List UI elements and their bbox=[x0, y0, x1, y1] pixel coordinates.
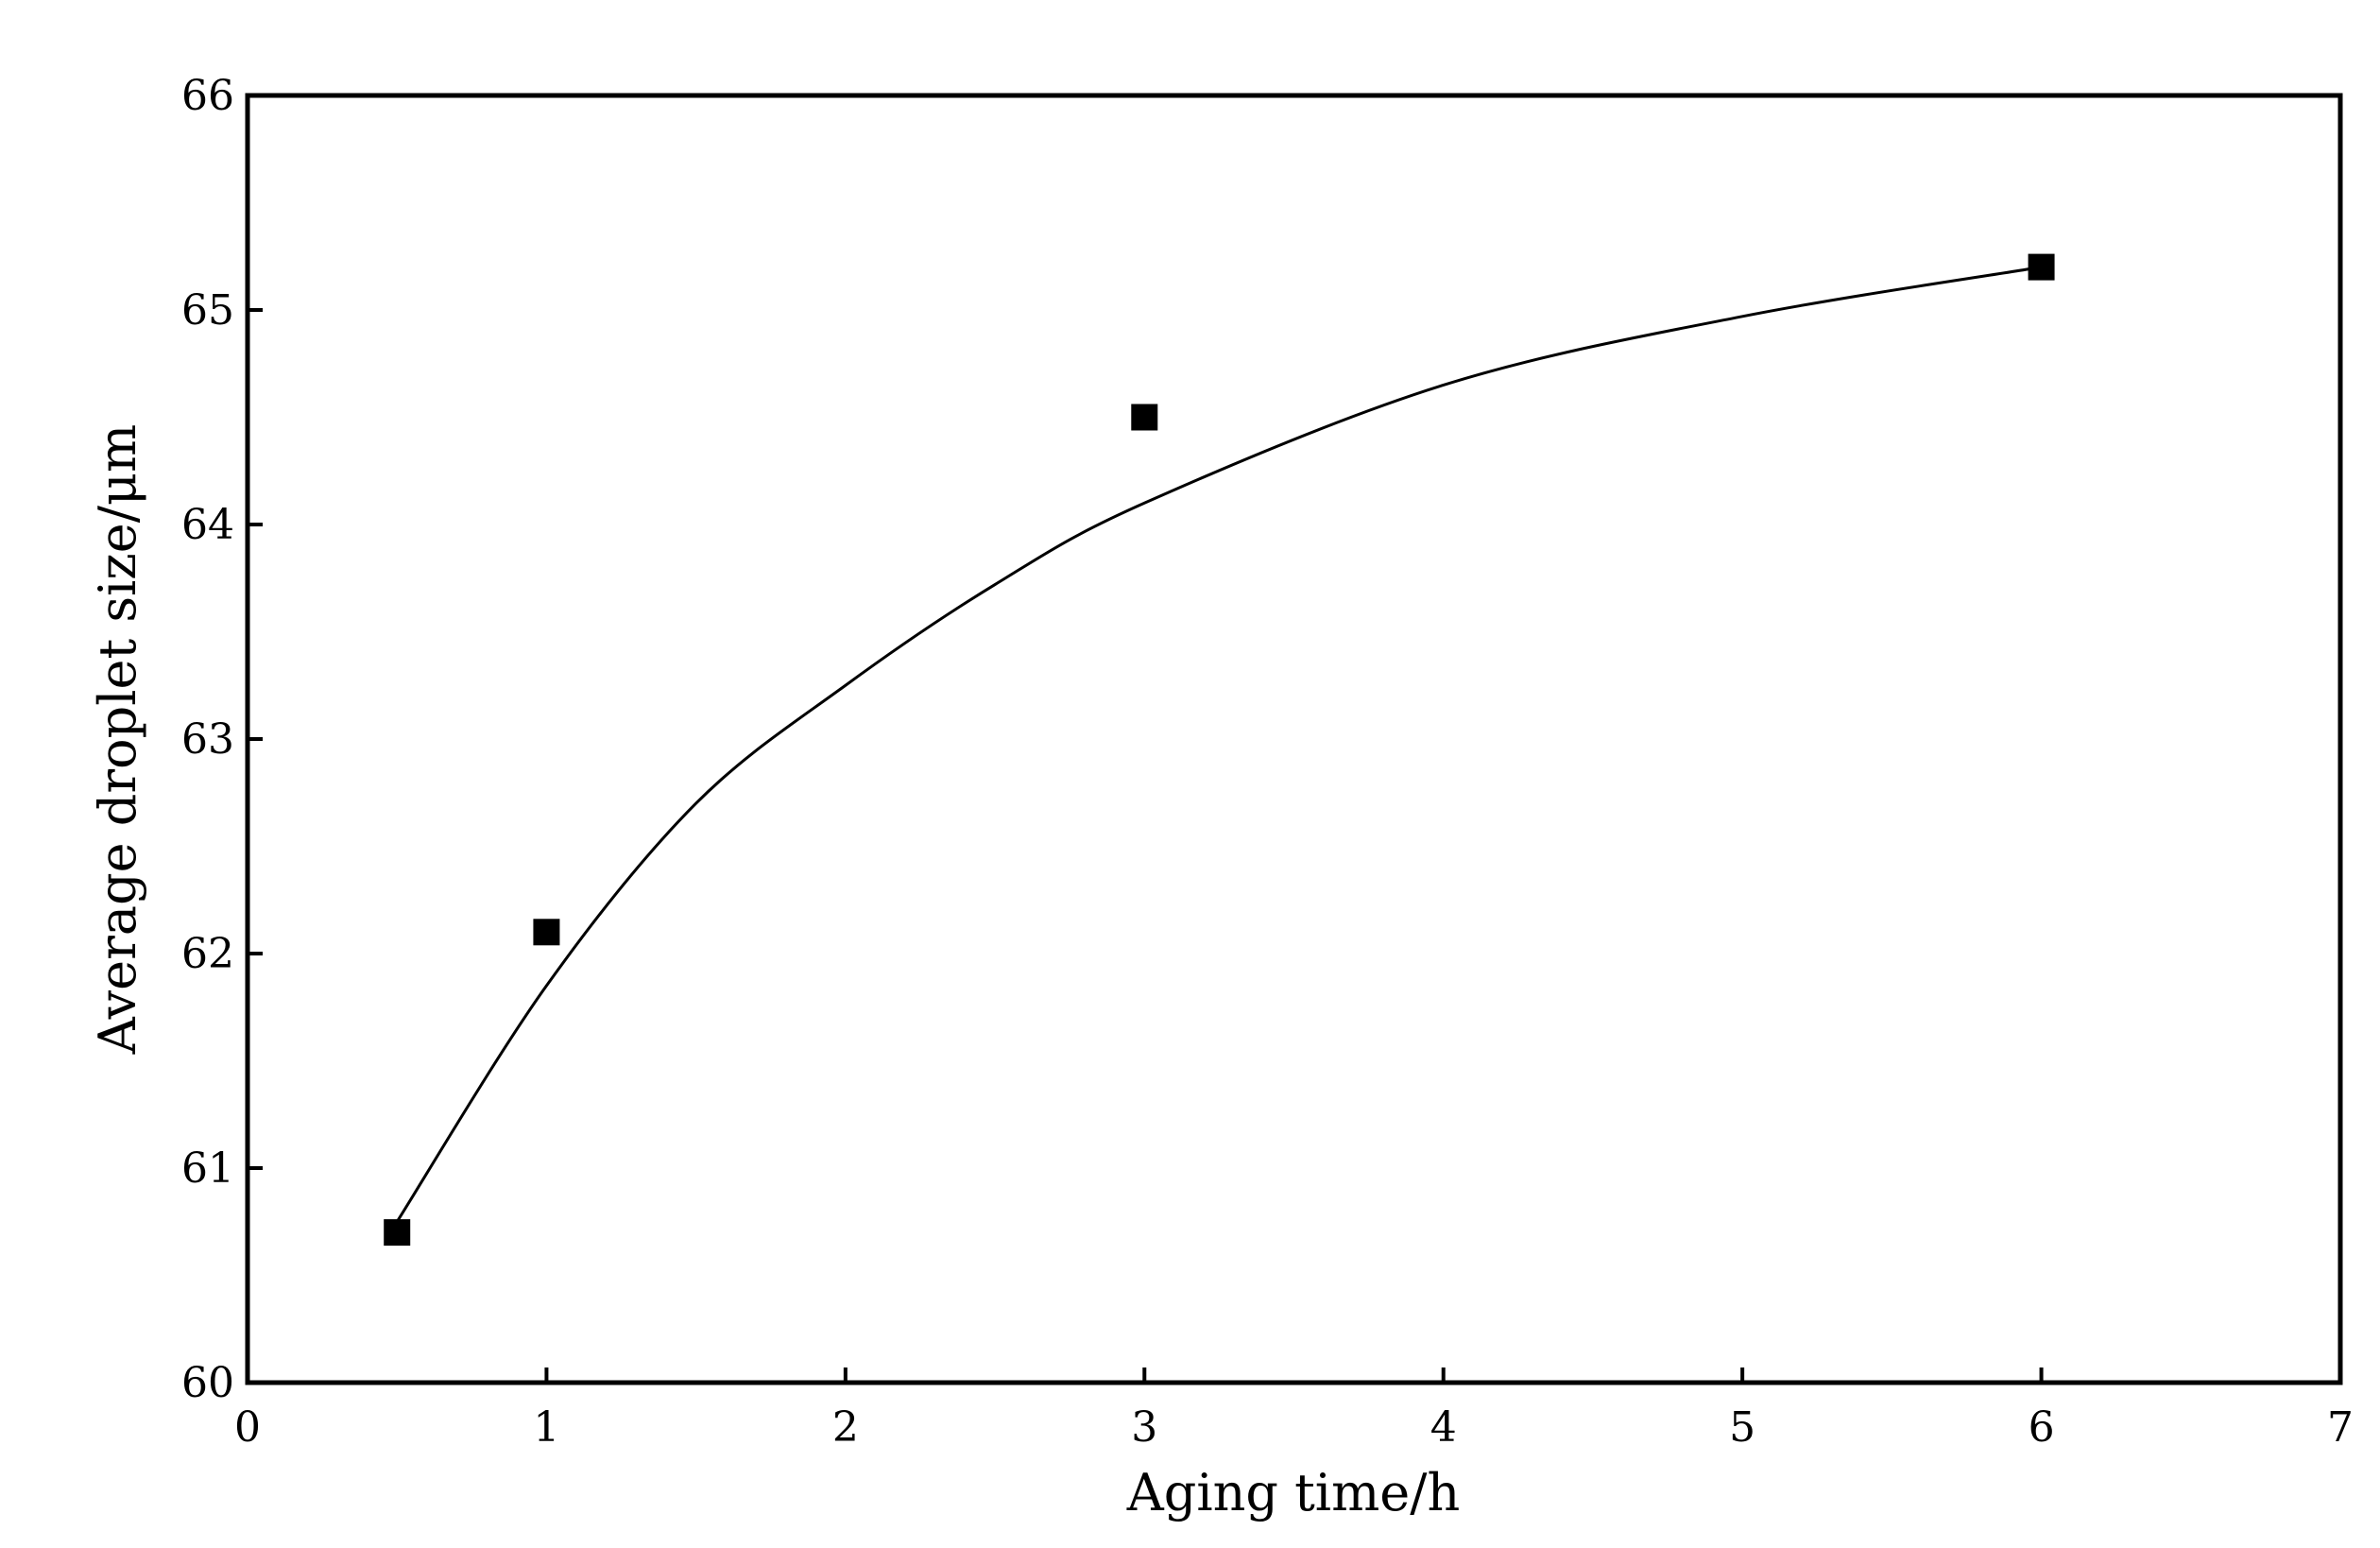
x-tick-label: 6 bbox=[2029, 1403, 2055, 1452]
x-tick-label: 1 bbox=[533, 1403, 559, 1452]
y-tick-label: 65 bbox=[181, 286, 234, 335]
plot-frame bbox=[245, 93, 2343, 1385]
x-tick-label: 7 bbox=[2327, 1403, 2354, 1452]
x-tick-label: 4 bbox=[1430, 1403, 1457, 1452]
x-tick-label: 3 bbox=[1131, 1403, 1157, 1452]
y-tick-label: 61 bbox=[181, 1144, 234, 1193]
x-tick-label: 0 bbox=[234, 1403, 261, 1452]
fit-curve bbox=[395, 266, 2042, 1223]
x-axis-title: Aging time/h bbox=[1126, 1463, 1460, 1522]
data-point bbox=[533, 919, 560, 946]
y-tick-label: 63 bbox=[181, 715, 234, 764]
y-tick-label: 62 bbox=[181, 930, 234, 978]
x-tick-label: 2 bbox=[832, 1403, 859, 1452]
y-tick-label: 66 bbox=[181, 72, 234, 120]
x-tick-label: 5 bbox=[1729, 1403, 1755, 1452]
y-tick-label: 64 bbox=[181, 501, 234, 549]
y-axis-title: Average droplet size/μm bbox=[88, 424, 147, 1055]
data-point bbox=[1131, 404, 1158, 431]
data-point bbox=[384, 1219, 411, 1247]
y-tick-label: 60 bbox=[181, 1359, 234, 1407]
